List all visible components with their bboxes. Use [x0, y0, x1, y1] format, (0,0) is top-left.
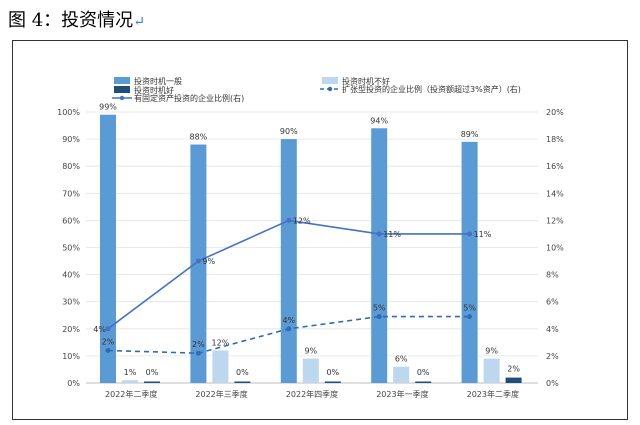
bar-general: [100, 114, 116, 384]
legend-swatch-general: [114, 77, 130, 84]
category-label: 2022年二季度: [105, 389, 157, 399]
legend-label-general: 投资时机一般: [134, 76, 182, 86]
left-axis-tick: 90%: [62, 135, 80, 144]
right-axis-tick: 16%: [546, 162, 564, 171]
page-title: 图 4：投资情况↵: [8, 6, 145, 32]
bar-bad-label: 6%: [395, 355, 408, 364]
right-axis-tick: 0%: [546, 379, 559, 388]
point-fixed-asset-label: 11%: [474, 230, 492, 239]
legend-marker-fixed-asset: [119, 95, 125, 101]
category-label: 2023年二季度: [467, 389, 519, 399]
point-fixed-asset-label: 9%: [202, 257, 215, 266]
bar-general-label: 94%: [370, 116, 388, 125]
bar-bad: [302, 358, 319, 383]
category-label: 2023年一季度: [376, 389, 428, 399]
point-expansion-label: 2%: [102, 337, 115, 346]
legend-label-good: 投资时机好: [134, 85, 174, 95]
category-label: 2022年四季度: [286, 389, 338, 399]
point-expansion-investment: [195, 350, 201, 356]
bar-general: [371, 128, 388, 383]
right-axis-tick: 20%: [546, 108, 564, 117]
right-axis-tick: 12%: [546, 216, 564, 225]
point-fixed-asset-investment: [105, 326, 111, 332]
point-fixed-asset-investment: [467, 231, 473, 237]
bar-good: [144, 381, 160, 383]
bar-general-label: 99%: [99, 103, 117, 112]
point-fixed-asset-investment: [376, 231, 382, 237]
left-axis-tick: 0%: [67, 379, 80, 388]
bar-good: [505, 377, 522, 383]
bar-general-label: 90%: [280, 127, 298, 136]
right-axis-tick: 6%: [546, 298, 559, 307]
bar-bad: [483, 358, 500, 383]
left-axis-tick: 20%: [62, 325, 80, 334]
bar-good-label: 0%: [236, 368, 249, 377]
point-fixed-asset-label: 11%: [383, 230, 401, 239]
point-expansion-label: 2%: [192, 340, 205, 349]
right-axis-tick: 10%: [546, 244, 564, 253]
bar-bad-label: 9%: [304, 347, 317, 356]
bar-general: [280, 139, 297, 383]
left-axis-tick: 50%: [62, 244, 80, 253]
bar-general-label: 88%: [190, 133, 208, 142]
legend-label-expansion: 扩张型投资的企业比例（投资额超过3%资产）(右): [342, 84, 521, 94]
bar-bad-label: 9%: [485, 347, 498, 356]
category-label: 2022年三季度: [195, 389, 247, 399]
left-axis-tick: 100%: [57, 108, 80, 117]
bar-good-label: 0%: [326, 368, 339, 377]
legend-swatch-good: [114, 86, 130, 93]
bar-general: [190, 144, 207, 383]
bar-bad: [393, 366, 410, 383]
page-title-text: 图 4：投资情况: [8, 10, 134, 31]
point-expansion-label: 5%: [373, 304, 386, 313]
point-fixed-asset-investment: [195, 258, 201, 264]
bar-bad-label: 1%: [124, 368, 137, 377]
legend-marker-expansion: [327, 86, 333, 92]
point-fixed-asset-label: 12%: [293, 216, 311, 225]
right-axis-tick: 4%: [546, 325, 559, 334]
left-axis-tick: 30%: [62, 298, 80, 307]
left-axis-tick: 10%: [62, 352, 80, 361]
bar-general: [461, 141, 478, 383]
bar-good-label: 0%: [146, 368, 159, 377]
left-axis-tick: 60%: [62, 216, 80, 225]
point-expansion-investment: [105, 347, 111, 353]
point-expansion-investment: [467, 314, 473, 320]
bar-good-label: 0%: [417, 368, 430, 377]
point-expansion-investment: [376, 314, 382, 320]
bar-bad-label: 12%: [212, 338, 230, 347]
legend-swatch-bad: [322, 77, 338, 84]
left-axis-tick: 80%: [62, 162, 80, 171]
legend-label-bad: 投资时机不好: [342, 76, 390, 86]
point-expansion-label: 5%: [463, 304, 476, 313]
point-fixed-asset-investment: [286, 217, 292, 223]
left-axis-tick: 70%: [62, 189, 80, 198]
bar-good: [415, 381, 432, 383]
point-expansion-label: 4%: [282, 316, 295, 325]
bar-good-label: 2%: [507, 365, 520, 374]
return-mark-icon: ↵: [133, 14, 145, 30]
bar-good: [324, 381, 341, 383]
right-axis-tick: 18%: [546, 135, 564, 144]
right-axis-tick: 14%: [546, 189, 564, 198]
point-fixed-asset-label: 4%: [93, 325, 106, 334]
bar-good: [234, 381, 251, 383]
point-expansion-investment: [286, 326, 292, 332]
legend-label-fixed-asset: 有固定资产投资的企业比例(右): [134, 93, 244, 103]
bar-general-label: 89%: [461, 130, 479, 139]
left-axis-tick: 40%: [62, 271, 80, 280]
right-axis-tick: 8%: [546, 271, 559, 280]
bar-bad: [212, 350, 229, 383]
bar-bad: [122, 380, 138, 383]
right-axis-tick: 2%: [546, 352, 559, 361]
